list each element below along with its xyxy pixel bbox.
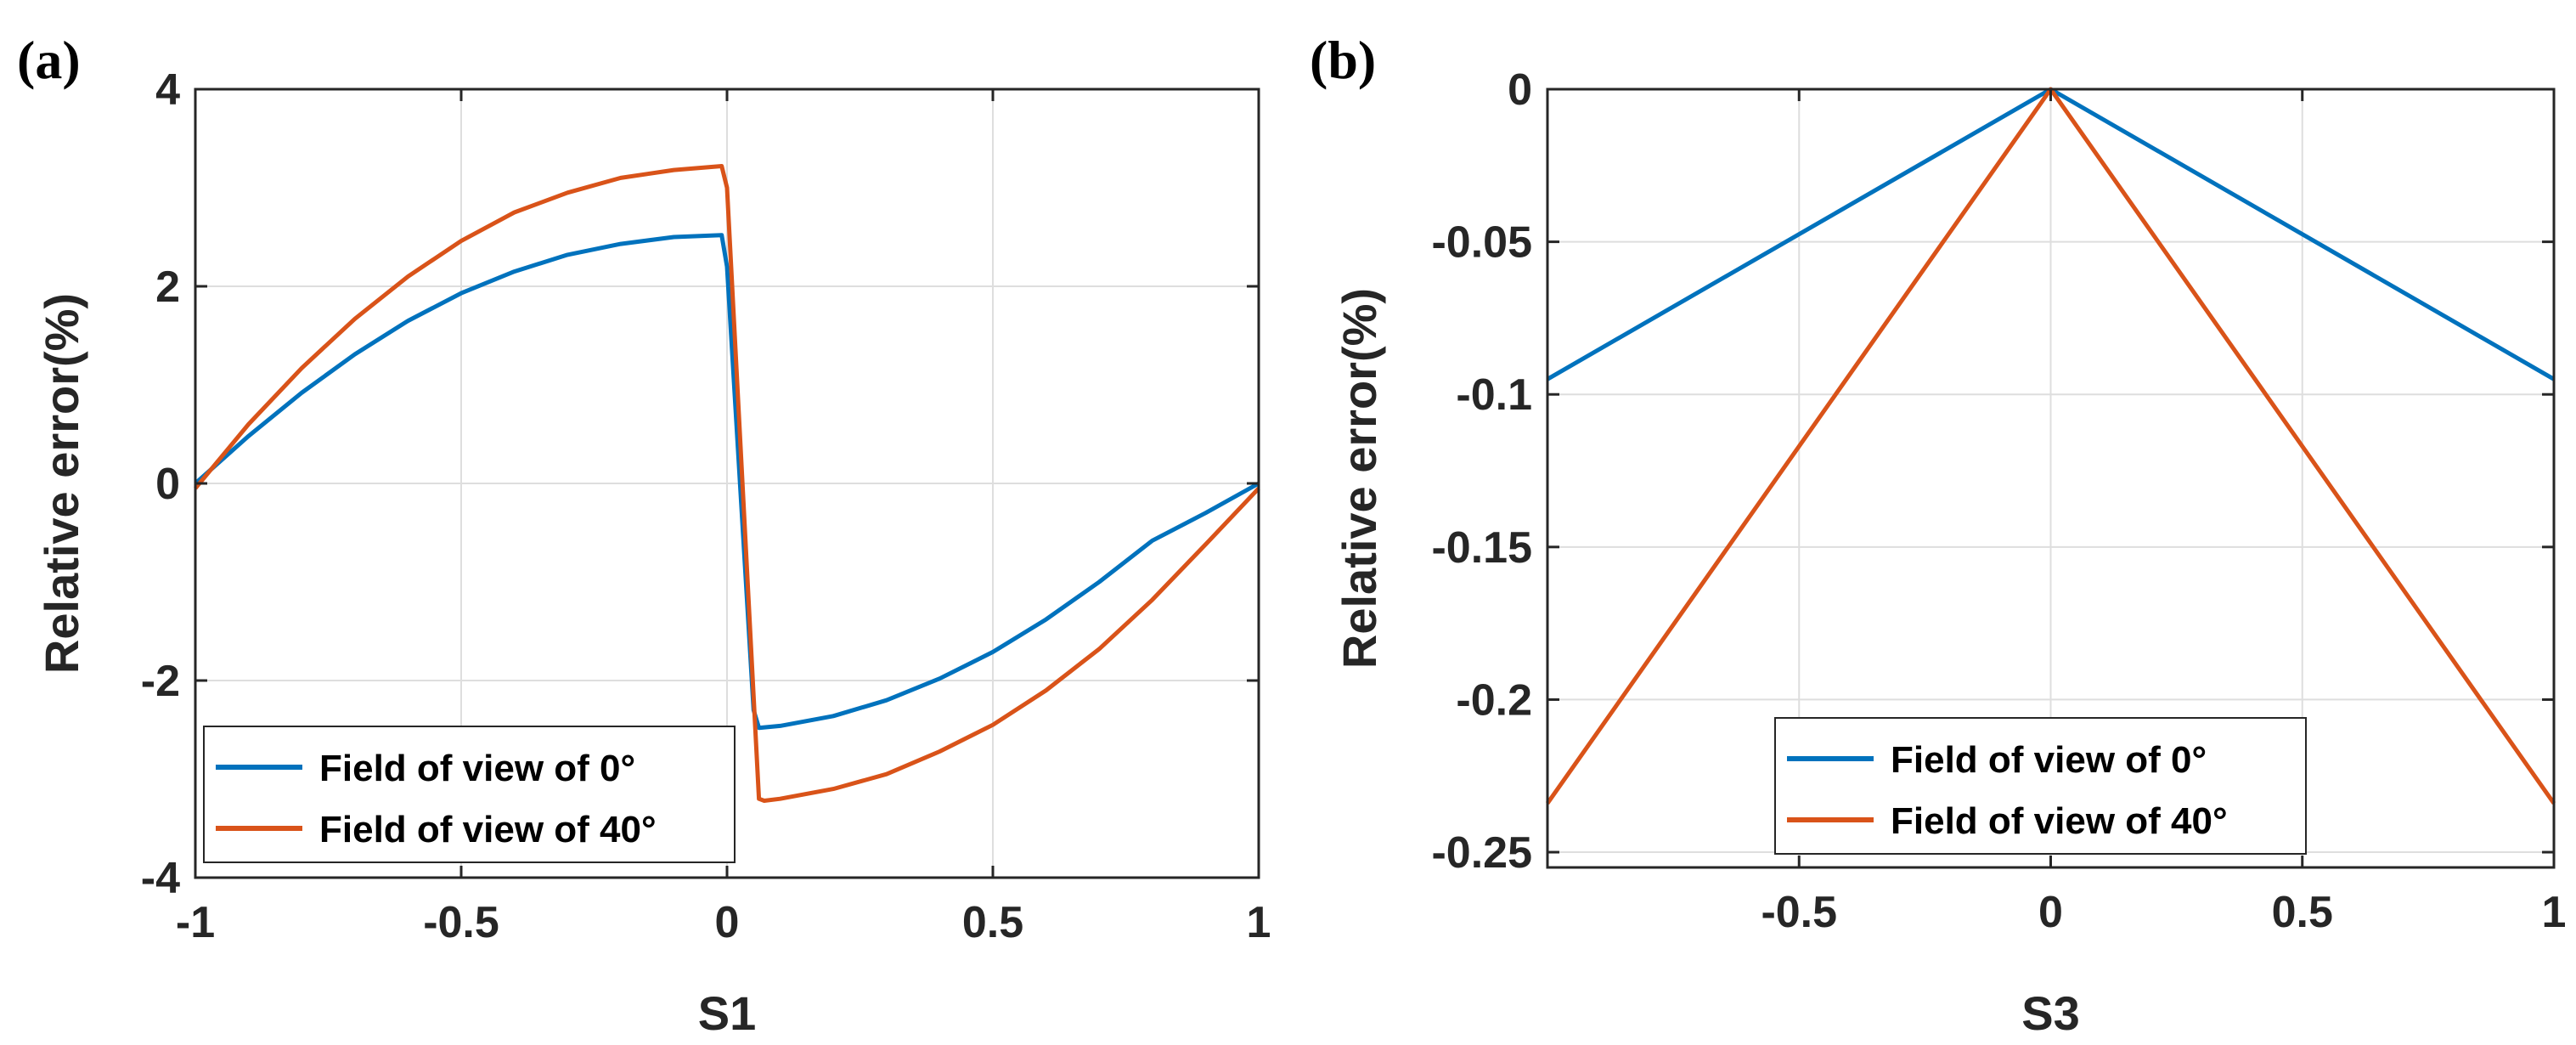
- y-tick-label: -0.15: [1431, 523, 1532, 573]
- y-tick-label: -0.25: [1431, 828, 1532, 878]
- y-tick-label: 0: [1508, 65, 1532, 115]
- x-tick-label: 0.5: [962, 898, 1023, 947]
- legend-entry-label: Field of view of 40°: [319, 809, 657, 850]
- panel-b: -0.5 0 0.5 1 0 -0.05 -0.1 -0.15 -0.2 -0.25 S3 Relat…: [1310, 30, 2566, 1040]
- y-tick-label: -2: [141, 657, 180, 706]
- y-tick-label: -0.05: [1431, 218, 1532, 268]
- legend-entry-label: Field of view of 0°: [1891, 739, 2207, 781]
- panel-a: -1 -0.5 0 0.5 1 -4 -2 0 2 4 S1 Relative error(%) (a)…: [17, 30, 1271, 1040]
- x-axis-label: S3: [2021, 986, 2080, 1040]
- x-tick-label: 1: [1247, 898, 1271, 947]
- panel-label: (b): [1310, 30, 1376, 90]
- y-tick-label: 4: [155, 65, 180, 115]
- x-tick-label: -0.5: [423, 898, 499, 947]
- legend: Field of view of 0° Field of view of 40°: [203, 726, 736, 863]
- y-tick-label: 2: [155, 263, 180, 312]
- panel-label: (a): [17, 30, 81, 90]
- x-tick-label: 0: [715, 898, 740, 947]
- y-tick-label: -4: [141, 854, 180, 903]
- y-tick-label: -0.1: [1456, 370, 1532, 420]
- legend-entry-label: Field of view of 0°: [319, 748, 635, 789]
- legend: Field of view of 0° Field of view of 40°: [1774, 717, 2307, 855]
- legend-entry-label: Field of view of 40°: [1891, 800, 2228, 842]
- series-line-fov-40: [194, 164, 1260, 803]
- x-tick-label: 0: [2038, 888, 2063, 937]
- y-tick-label: 0: [155, 460, 180, 509]
- x-tick-label: -0.5: [1761, 888, 1837, 937]
- y-axis-label: Relative error(%): [1333, 288, 1386, 669]
- y-tick-label: -0.2: [1456, 675, 1532, 725]
- x-tick-label: 0.5: [2272, 888, 2333, 937]
- legend-box: [203, 726, 736, 863]
- y-axis-label: Relative error(%): [35, 293, 88, 674]
- x-tick-label: -1: [176, 898, 215, 947]
- x-axis-label: S1: [698, 986, 757, 1040]
- x-tick-label: 1: [2542, 888, 2567, 937]
- legend-box: [1774, 717, 2307, 855]
- series-line-fov-0: [194, 233, 1260, 731]
